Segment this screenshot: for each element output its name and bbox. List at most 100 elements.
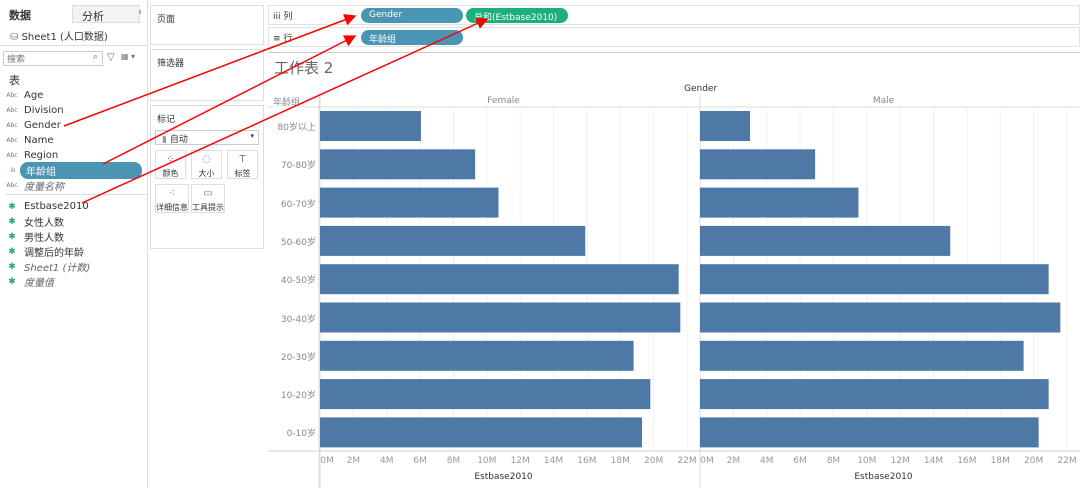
field-label: 年龄组 bbox=[20, 162, 142, 179]
row-label: 80岁以上 bbox=[277, 123, 316, 133]
marks-label: 标记 bbox=[157, 115, 176, 125]
field-label: Age bbox=[24, 90, 44, 101]
tick-label: 18M bbox=[990, 456, 1010, 466]
string-icon: Abc bbox=[6, 152, 18, 159]
measure-icon: ✱ bbox=[8, 246, 16, 257]
collapse-icon[interactable]: ‹ bbox=[138, 7, 142, 18]
tick-label: 6M bbox=[793, 456, 807, 466]
tick-label: 2M bbox=[726, 456, 741, 466]
tick-label: 20M bbox=[1024, 456, 1044, 466]
field-label: Name bbox=[24, 135, 54, 146]
tooltip-button[interactable]: ▭ 工具提示 bbox=[191, 184, 225, 213]
row-label: 40-50岁 bbox=[280, 276, 316, 287]
filter-icon[interactable]: ▽ bbox=[107, 52, 115, 63]
field-label: Estbase2010 bbox=[24, 201, 89, 212]
filters-card[interactable]: 筛选器 bbox=[150, 49, 264, 101]
tab-data[interactable]: 数据 bbox=[9, 9, 31, 22]
tick-label: 2M bbox=[346, 456, 361, 466]
tab-analysis[interactable]: 分析 bbox=[72, 5, 140, 23]
row-label: 20-30岁 bbox=[280, 352, 316, 363]
rows-shelf[interactable]: ≡ 行 年龄组 bbox=[268, 27, 1080, 47]
worksheet-view bbox=[268, 52, 1080, 488]
field-5[interactable]: .ılı 年龄组 bbox=[0, 162, 148, 179]
search-input[interactable] bbox=[3, 51, 103, 66]
tick-label: 6M bbox=[413, 456, 427, 466]
pill-sum-estbase2010[interactable]: 总和(Estbase2010) bbox=[466, 8, 568, 23]
measure-1[interactable]: ✱ 女性人数 bbox=[0, 214, 148, 230]
tick-label: 16M bbox=[957, 456, 977, 466]
field-label: 度量值 bbox=[24, 278, 54, 289]
measure-4[interactable]: ✱ Sheet1 (计数) bbox=[0, 259, 148, 275]
rows-label-text: 行 bbox=[283, 34, 293, 44]
tick-label: 18M bbox=[610, 456, 630, 466]
tick-label: 22M bbox=[677, 456, 697, 466]
size-label: 大小 bbox=[198, 169, 215, 178]
measure-5[interactable]: ✱ 度量值 bbox=[0, 274, 148, 290]
data-pane: 数据 分析 ‹ ⛁ Sheet1 (人口数据) ⌕ ▽ ▦ ▾ 表 Abc Age… bbox=[0, 0, 148, 488]
row-label: 30-40岁 bbox=[280, 314, 316, 325]
field-label: 男性人数 bbox=[24, 233, 64, 244]
size-button[interactable]: ◌ 大小 bbox=[191, 150, 222, 179]
row-label: 70-80岁 bbox=[280, 161, 316, 172]
rows-icon: ≡ bbox=[273, 34, 284, 44]
tick-label: 22M bbox=[1057, 456, 1077, 466]
view-options-icon[interactable]: ▦ ▾ bbox=[121, 52, 136, 61]
measure-3[interactable]: ✱ 调整后的年龄 bbox=[0, 244, 148, 260]
field-2[interactable]: Abc Gender bbox=[0, 118, 148, 133]
x-axis-title: Estbase2010 bbox=[474, 472, 533, 482]
measure-icon: ✱ bbox=[8, 261, 16, 272]
tick-label: 4M bbox=[379, 456, 394, 466]
columns-label: iii 列 bbox=[273, 9, 292, 22]
panel-header: Female bbox=[487, 96, 520, 106]
sheet-title: 工作表 2 bbox=[274, 59, 334, 77]
mark-type-select[interactable]: ▮ 自动 ▾ bbox=[155, 130, 259, 145]
pill-gender[interactable]: Gender bbox=[361, 8, 463, 23]
tooltip-icon: ▭ bbox=[203, 188, 213, 199]
tick-label: 0M bbox=[320, 456, 334, 466]
field-label: Region bbox=[24, 150, 59, 161]
field-1[interactable]: Abc Division bbox=[0, 103, 148, 118]
color-icon: ⁘ bbox=[166, 154, 175, 165]
measure-icon: ✱ bbox=[8, 201, 16, 212]
color-label: 颜色 bbox=[162, 169, 179, 178]
field-3[interactable]: Abc Name bbox=[0, 133, 148, 148]
x-axis-title: Estbase2010 bbox=[854, 472, 913, 482]
tick-label: 14M bbox=[543, 456, 564, 466]
rows-label: ≡ 行 bbox=[273, 31, 292, 44]
tick-label: 12M bbox=[890, 456, 910, 466]
tick-label: 4M bbox=[759, 456, 774, 466]
tick-label: 20M bbox=[644, 456, 664, 466]
field-label: 调整后的年龄 bbox=[24, 248, 84, 259]
panel-header: Male bbox=[872, 96, 895, 106]
tooltip-label: 工具提示 bbox=[192, 203, 224, 212]
chevron-down-icon: ▾ bbox=[250, 132, 254, 140]
mark-type-value: 自动 bbox=[169, 135, 188, 145]
pill-age-group[interactable]: 年龄组 bbox=[361, 30, 463, 45]
columns-shelf[interactable]: iii 列 Gender 总和(Estbase2010) bbox=[268, 5, 1080, 25]
row-label: 60-70岁 bbox=[280, 199, 316, 210]
row-label: 50-60岁 bbox=[280, 237, 316, 248]
columns-label-text: 列 bbox=[283, 12, 293, 22]
tick-label: 8M bbox=[826, 456, 841, 466]
tick-label: 10M bbox=[477, 456, 497, 466]
field-4[interactable]: Abc Region bbox=[0, 148, 148, 163]
tick-label: 0M bbox=[700, 456, 714, 466]
field-6[interactable]: Abc 度量名称 bbox=[0, 178, 148, 193]
tick-label: 12M bbox=[510, 456, 530, 466]
label-button[interactable]: T 标签 bbox=[227, 150, 258, 179]
color-button[interactable]: ⁘ 颜色 bbox=[155, 150, 186, 179]
string-icon: Abc bbox=[6, 182, 18, 189]
field-0[interactable]: Abc Age bbox=[0, 88, 148, 103]
pages-card[interactable]: 页面 bbox=[150, 5, 264, 45]
datasource[interactable]: ⛁ Sheet1 (人口数据) bbox=[10, 28, 108, 43]
measure-0[interactable]: ✱ Estbase2010 bbox=[0, 199, 148, 214]
label-icon: T bbox=[239, 154, 246, 165]
string-icon: Abc bbox=[6, 137, 18, 144]
measure-2[interactable]: ✱ 男性人数 bbox=[0, 229, 148, 245]
detail-button[interactable]: ⁖ 详细信息 bbox=[155, 184, 189, 213]
row-header[interactable]: 年龄组 bbox=[273, 95, 301, 108]
pages-label: 页面 bbox=[157, 15, 176, 25]
marks-card: 标记 ▮ 自动 ▾ ⁘ 颜色 ◌ 大小 T 标签 ⁖ 详细信息 ▭ 工具提示 bbox=[150, 105, 264, 249]
search-icon: ⌕ bbox=[93, 52, 99, 62]
filters-label: 筛选器 bbox=[157, 59, 185, 69]
